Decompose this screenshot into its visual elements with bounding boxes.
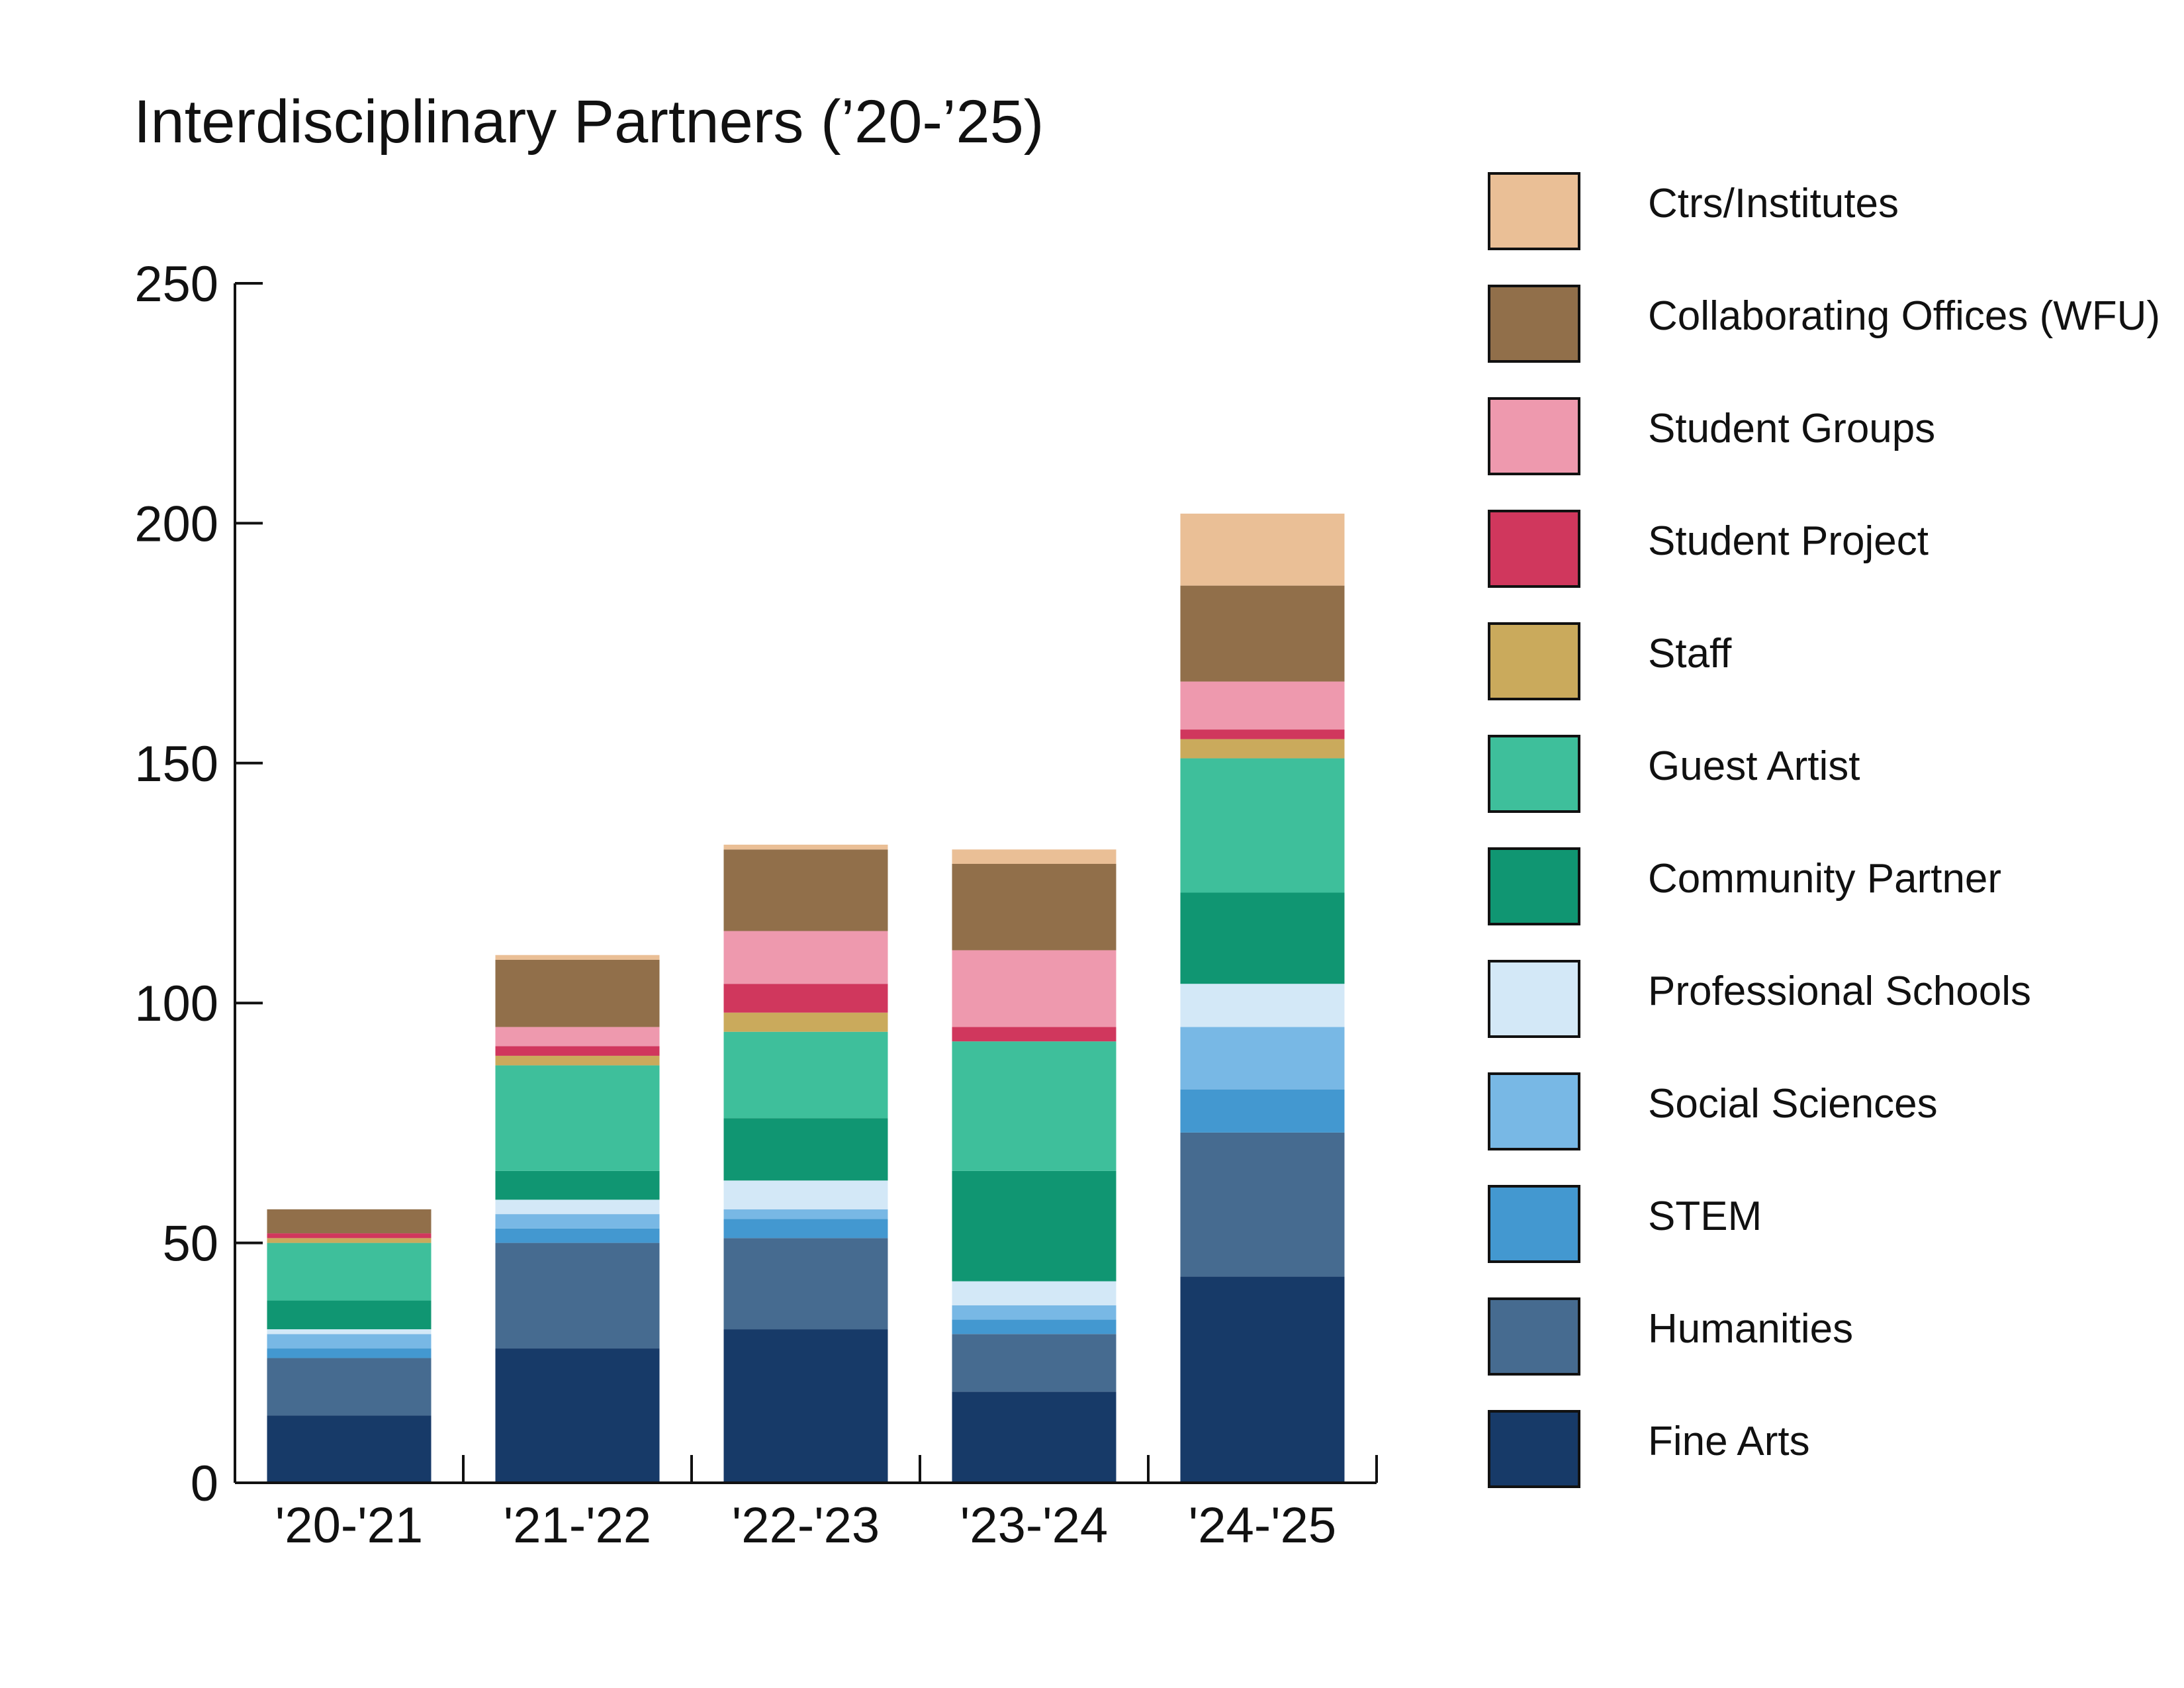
legend-label: STEM [1648, 1194, 1762, 1239]
bar-segment [495, 1027, 660, 1047]
bar-segment [495, 1228, 660, 1243]
bar-segment [723, 1031, 888, 1119]
bar-segment [495, 959, 660, 1027]
legend-swatch [1488, 510, 1580, 588]
chart-title: Interdisciplinary Partners (’20-’25) [134, 88, 1044, 156]
legend-swatch [1488, 847, 1580, 925]
bar-segment [267, 1415, 432, 1483]
bar-segment [723, 1219, 888, 1239]
bar-segment [267, 1348, 432, 1358]
bar-segment [267, 1334, 432, 1349]
legend-label: Ctrs/Institutes [1648, 181, 1899, 226]
bar-segment [495, 1243, 660, 1349]
bar-segment [267, 1233, 432, 1239]
bar-segment [1180, 681, 1345, 730]
bar-segment [723, 931, 888, 984]
legend-swatch [1488, 622, 1580, 700]
bar-segment [267, 1238, 432, 1243]
legend-swatch [1488, 735, 1580, 813]
bar-segment [495, 1046, 660, 1056]
legend-swatch [1488, 960, 1580, 1038]
bar-segment [1180, 585, 1345, 682]
bar-segment [495, 1065, 660, 1171]
bar-segment [267, 1243, 432, 1301]
legend-label: Student Project [1648, 518, 1929, 564]
x-tick-label: '23-'24 [960, 1497, 1108, 1554]
bar-segment [952, 950, 1116, 1027]
legend-swatch [1488, 1072, 1580, 1150]
bar-segment [495, 955, 660, 960]
bar-segment [723, 1209, 888, 1219]
bar-segment [952, 1027, 1116, 1042]
legend-label: Student Groups [1648, 406, 1935, 451]
bar-segment [1180, 758, 1345, 893]
bar-segment [1180, 1132, 1345, 1277]
x-tick-label: '20-'21 [275, 1497, 423, 1554]
bar-segment [495, 1055, 660, 1066]
legend-label: Guest Artist [1648, 743, 1860, 789]
bar-segment [723, 1329, 888, 1483]
bar-segment [723, 1118, 888, 1181]
legend-swatch [1488, 285, 1580, 363]
bar-segment [1180, 1276, 1345, 1483]
legend-swatch [1488, 172, 1580, 250]
legend-swatch [1488, 1185, 1580, 1263]
legend-swatch [1488, 1410, 1580, 1488]
bar-segment [495, 1214, 660, 1229]
bar-segment [952, 1041, 1116, 1171]
bar-segment [952, 1334, 1116, 1392]
bar-segment [952, 864, 1116, 951]
bar-segment [495, 1170, 660, 1200]
bar-segment [495, 1348, 660, 1483]
bar-segment [1180, 1027, 1345, 1090]
bar-segment [723, 845, 888, 850]
y-tick-label: 200 [134, 496, 218, 552]
bar-segment [952, 1281, 1116, 1305]
bar-segment [495, 1199, 660, 1215]
legend-label: Staff [1648, 631, 1732, 677]
legend-label: Fine Arts [1648, 1419, 1810, 1464]
legend-label: Community Partner [1648, 856, 2001, 902]
bar-segment [952, 849, 1116, 865]
bar-segment [723, 1238, 888, 1330]
legend-label: Collaborating Offices (WFU) [1648, 293, 2160, 339]
plot-area: '20-'21 '21-'22 '22-'23 '23-'24 '24-'25 0 50 10… [134, 256, 1378, 1554]
legend-label: Social Sciences [1648, 1081, 1938, 1127]
y-tick-label: 150 [134, 736, 218, 792]
bar-segment [267, 1358, 432, 1416]
y-tick-label: 0 [191, 1456, 218, 1512]
x-tick-label: '21-'22 [504, 1497, 651, 1554]
x-tick-label: '24-'25 [1189, 1497, 1336, 1554]
legend-swatch [1488, 1297, 1580, 1376]
bar-segment [267, 1300, 432, 1330]
bar-segment [267, 1329, 432, 1335]
bar-segment [1180, 513, 1345, 586]
legend-label: Humanities [1648, 1306, 1853, 1352]
bar-segment [1180, 739, 1345, 759]
bar-segment [1180, 1089, 1345, 1133]
y-tick-label: 100 [134, 976, 218, 1032]
legend-swatch [1488, 397, 1580, 475]
bar-segment [952, 1170, 1116, 1282]
legend-label: Professional Schools [1648, 968, 2031, 1014]
bar-segment [952, 1319, 1116, 1335]
bar-segment [1180, 729, 1345, 739]
y-tick-label: 50 [162, 1216, 218, 1272]
x-tick-label: '22-'23 [732, 1497, 880, 1554]
y-tick-label: 250 [134, 256, 218, 312]
bar-segment [267, 1209, 432, 1234]
legend: Ctrs/Institutes Collaborating Offices (WF… [1488, 172, 2160, 1488]
bar-segment [723, 1180, 888, 1209]
bar-segment [1180, 892, 1345, 984]
bar-segment [723, 1012, 888, 1032]
bar-segment [952, 1391, 1116, 1483]
bar-segment [723, 849, 888, 931]
bar-segment [1180, 984, 1345, 1027]
bar-segment [723, 984, 888, 1013]
bar-segment [952, 1305, 1116, 1320]
